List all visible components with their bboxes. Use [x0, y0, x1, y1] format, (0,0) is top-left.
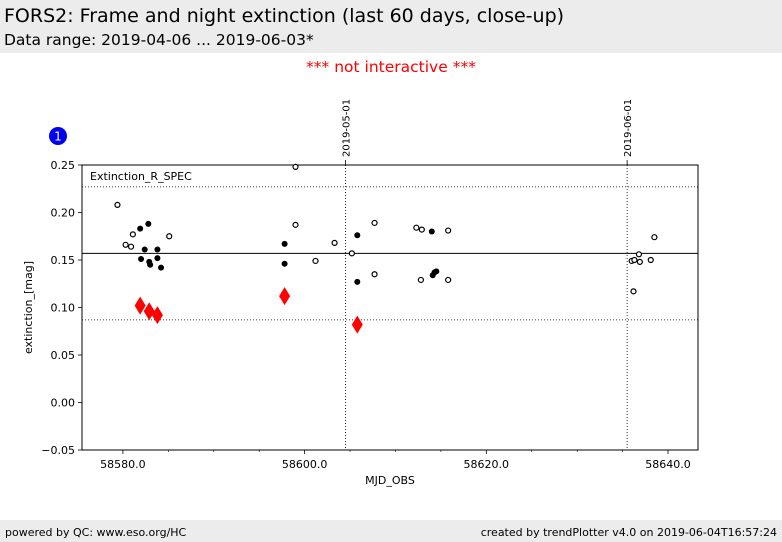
y-tick-label: 0.20	[51, 207, 76, 220]
data-point-open	[635, 251, 643, 258]
data-point-open	[445, 276, 452, 284]
data-point-filled	[428, 228, 435, 235]
data-point-filled	[137, 225, 144, 232]
plot-frame	[81, 164, 699, 451]
page-title: FORS2: Frame and night extinction (last …	[4, 5, 565, 27]
data-point-open	[129, 231, 136, 238]
data-point-filled	[354, 278, 361, 285]
data-point-filled	[138, 256, 145, 263]
data-point-filled	[281, 260, 288, 267]
data-point-diamond	[151, 306, 163, 325]
data-point-open	[114, 201, 121, 208]
top-tick-label: 2019-06-01	[623, 99, 634, 157]
data-point-filled	[158, 264, 165, 271]
not-interactive-notice: *** not interactive ***	[306, 58, 476, 76]
footer-credit: powered by QC: www.eso.org/HC	[5, 526, 187, 539]
x-axis-label: MJD_OBS	[365, 474, 415, 487]
data-point-open	[636, 258, 643, 265]
data-point-filled	[281, 240, 288, 247]
data-point-diamond	[143, 302, 155, 321]
footer-band: powered by QC: www.eso.org/HC created by…	[0, 520, 782, 542]
data-point-diamond	[134, 296, 146, 315]
data-point-open	[371, 219, 378, 227]
y-tick-label: 0.10	[51, 302, 76, 315]
data-point-open	[418, 226, 425, 233]
top-tick-label: 2019-05-01	[341, 99, 352, 157]
data-point-filled	[154, 255, 161, 262]
data-point-open	[647, 256, 654, 264]
data-point-open	[348, 250, 355, 257]
y-tick-label: 0.00	[51, 397, 76, 410]
footer-created: created by trendPlotter v4.0 on 2019-06-…	[480, 526, 777, 539]
panel-label: Extinction_R_SPEC	[90, 170, 192, 183]
data-point-open	[122, 241, 129, 248]
data-point-filled	[354, 232, 361, 239]
data-point-open	[127, 243, 135, 250]
data-point-filled	[433, 268, 440, 275]
data-point-open	[166, 233, 173, 240]
data-point-open	[630, 288, 637, 295]
data-point-filled	[145, 220, 152, 227]
x-tick-label: 58640.0	[645, 458, 691, 471]
data-point-open	[331, 239, 338, 246]
data-point-open	[312, 257, 319, 265]
data-point-diamond	[279, 287, 291, 306]
x-tick-label: 58600.0	[282, 458, 328, 471]
data-range-subtitle: Data range: 2019-04-06 ... 2019-06-03*	[4, 31, 314, 49]
panel-badge	[49, 127, 67, 145]
data-point-diamond	[351, 315, 363, 334]
x-tick-label: 58620.0	[464, 458, 510, 471]
x-tick-label: 58580.0	[100, 458, 146, 471]
y-tick-label: 0.05	[51, 349, 76, 362]
y-axis-label: extinction_[mag]	[22, 261, 35, 354]
data-point-open	[631, 256, 638, 264]
data-point-open	[445, 227, 452, 234]
data-point-filled	[154, 246, 161, 253]
data-point-open	[292, 221, 299, 228]
data-point-open	[417, 276, 424, 284]
data-point-open	[413, 224, 420, 231]
panel-badge-label: 1	[54, 130, 62, 144]
data-point-open	[651, 234, 658, 241]
data-point-filled	[141, 246, 148, 253]
y-tick-label: −0.05	[41, 444, 75, 457]
y-tick-label: 0.25	[51, 159, 76, 172]
y-tick-label: 0.15	[51, 254, 76, 267]
header-band: FORS2: Frame and night extinction (last …	[0, 0, 782, 53]
data-point-filled	[147, 261, 154, 268]
data-point-open	[292, 163, 299, 170]
data-point-open	[371, 271, 378, 278]
